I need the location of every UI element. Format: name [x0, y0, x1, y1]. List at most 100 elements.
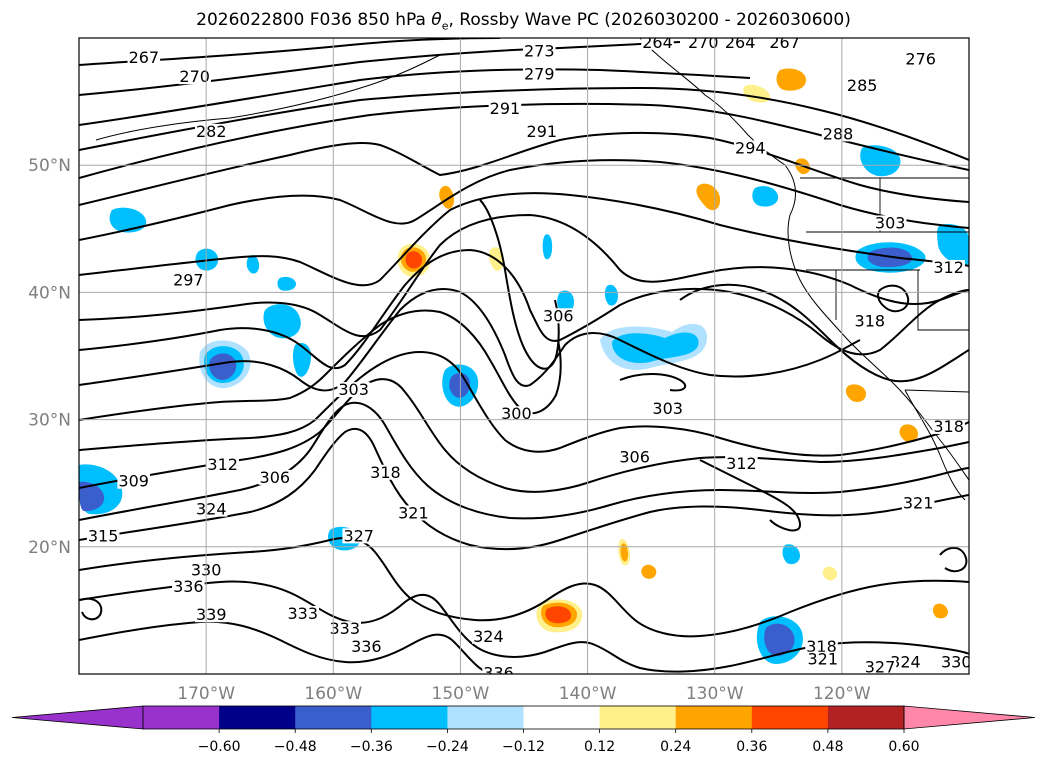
- anomaly-negative: [246, 255, 260, 274]
- longitude-label: 170°W: [177, 684, 235, 704]
- contour-label-background: [342, 528, 375, 544]
- contour-label: 291: [490, 99, 521, 118]
- contour-label-background: [734, 140, 767, 156]
- contour-label: 273: [524, 42, 555, 61]
- contour-label-background: [618, 449, 651, 465]
- anomaly-positive: [822, 566, 838, 581]
- contour-label: 339: [196, 605, 227, 624]
- contour-label: 303: [338, 380, 369, 399]
- us-mexico-border: [904, 389, 969, 393]
- contour-line: [939, 546, 968, 573]
- contour-label-background: [901, 495, 935, 511]
- latitude-label: 50°N: [28, 156, 71, 176]
- map-title: 2026022800 F036 850 hPa θe, Rossby Wave …: [0, 10, 1047, 32]
- contour-line: [619, 373, 687, 392]
- contour-label-background: [768, 38, 801, 50]
- contour-label-background: [889, 654, 922, 670]
- anomaly-negative: [604, 284, 618, 306]
- contour-label: 318: [370, 463, 401, 482]
- colorbar-segment: [827, 706, 905, 729]
- gridlines: [79, 38, 969, 674]
- anomaly-negative: [542, 234, 553, 260]
- contour-line: [79, 131, 969, 206]
- longitude-labels: 170°W 160°W 150°W 140°W 130°W 120°W: [177, 684, 871, 704]
- contour-line: [479, 199, 560, 370]
- anomaly-negative: [752, 186, 779, 207]
- colorbar-tick-label: 0.12: [584, 739, 615, 755]
- longitude-label: 120°W: [813, 684, 871, 704]
- contour-label-background: [472, 628, 505, 644]
- contour-label-background: [723, 38, 757, 50]
- contour-line: [79, 248, 969, 370]
- colorbar-segment: [143, 706, 220, 729]
- borders: [800, 177, 969, 393]
- colorbar-under-arrow: [11, 705, 144, 730]
- colorbar-tick-label: −0.36: [350, 739, 393, 755]
- contour-label-background: [117, 473, 150, 489]
- aleutians: [95, 54, 441, 141]
- contour-label: 321: [903, 493, 934, 512]
- colorbar-tick-label: 0.24: [660, 739, 691, 755]
- anomaly-negative: [109, 207, 147, 233]
- contour-label: 327: [343, 526, 374, 545]
- contour-label: 333: [287, 604, 318, 623]
- contour-label: 306: [260, 468, 291, 487]
- latitude-label: 30°N: [28, 411, 71, 431]
- latitude-label: 20°N: [28, 538, 71, 558]
- colorbar-tick-label: 0.60: [888, 739, 919, 755]
- contour-label-background: [194, 607, 228, 623]
- contour-label-background: [932, 418, 965, 434]
- theta-symbol: θ: [431, 10, 442, 30]
- colorbar-tick-label: −0.12: [502, 739, 545, 755]
- anomaly-negative: [79, 481, 105, 512]
- contour-label-background: [845, 78, 879, 94]
- coastlines: [95, 38, 969, 501]
- colorbar-segment: [371, 706, 448, 729]
- contour-label-background: [542, 308, 575, 324]
- latitude-labels: 20°N 30°N 40°N 50°N: [28, 156, 71, 558]
- contour-label-background: [500, 406, 533, 422]
- longitude-label: 160°W: [304, 684, 362, 704]
- contour-line: [79, 86, 969, 161]
- contour-label: 264: [642, 33, 673, 52]
- contour-label: 318: [855, 311, 886, 330]
- anomaly-negative: [209, 353, 237, 380]
- contour-label-background: [369, 464, 402, 480]
- anomaly-negative: [263, 304, 301, 339]
- contour-line: [79, 213, 969, 338]
- contour-label-background: [853, 313, 887, 329]
- contour-label: 291: [527, 122, 558, 141]
- contour-label: 306: [619, 447, 650, 466]
- colorbar-segment: [219, 706, 296, 729]
- contour-line: [877, 284, 910, 313]
- contour-label-background: [178, 69, 211, 85]
- state-border: [806, 178, 969, 331]
- contour-label: 276: [905, 49, 936, 68]
- contour-label-background: [686, 38, 720, 50]
- contour-label: 306: [543, 306, 574, 325]
- contour-label-background: [482, 665, 515, 674]
- anomaly-positive: [899, 424, 918, 442]
- contour-label-background: [350, 639, 383, 655]
- anomaly-positive: [845, 384, 866, 402]
- colorbar-tick-label: −0.60: [198, 739, 241, 755]
- contour-label-background: [86, 528, 120, 544]
- theta-subscript: e: [441, 19, 449, 33]
- contour-label: 303: [652, 399, 683, 418]
- contour-label-background: [940, 654, 969, 670]
- contour-label: 336: [483, 664, 514, 683]
- contour-label: 297: [173, 271, 204, 290]
- contour-label: 279: [524, 65, 555, 84]
- contour-label-background: [328, 621, 362, 637]
- contour-label: 333: [329, 619, 360, 638]
- contour-label: 267: [129, 48, 160, 67]
- colorbar-over-arrow: [903, 705, 1036, 730]
- contour-label: 324: [890, 652, 921, 671]
- contour-label: 303: [875, 213, 906, 232]
- contour-label-background: [863, 659, 897, 674]
- title-prefix: 2026022800 F036 850 hPa: [196, 10, 432, 30]
- contour-label: 315: [88, 526, 119, 545]
- contour-line: [79, 102, 969, 179]
- contour-label-background: [522, 66, 556, 82]
